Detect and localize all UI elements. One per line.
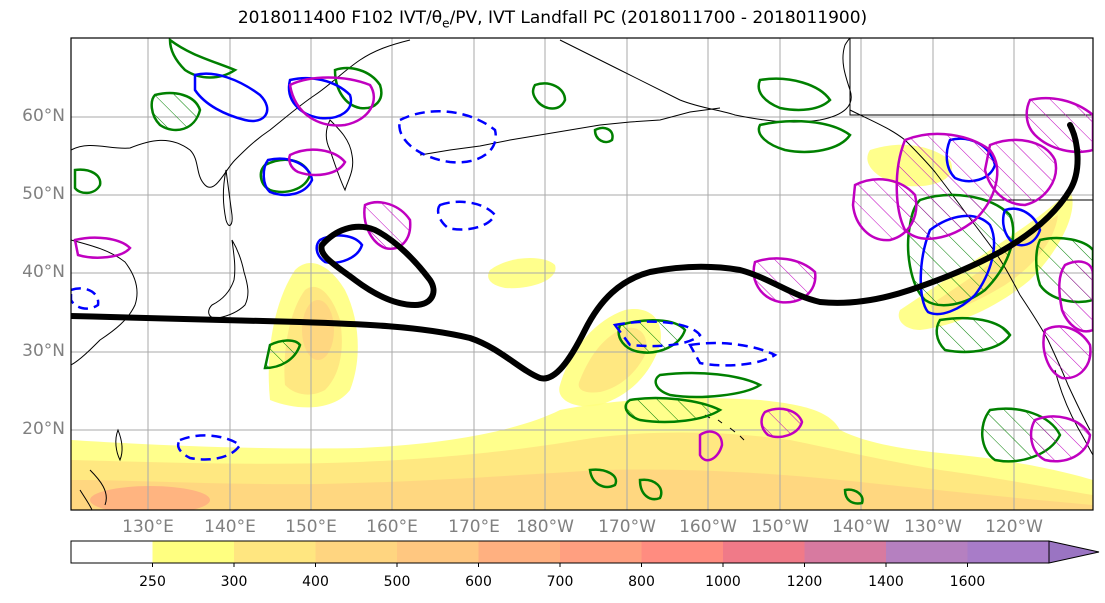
pc-contour (71, 122, 1081, 382)
lon-label: 120°W (985, 517, 1043, 537)
blue-dashed-5 (688, 341, 778, 367)
colorbar-segment (478, 541, 561, 563)
lon-label: 140°W (832, 517, 890, 537)
lat-label: 20°N (22, 419, 65, 439)
green-contour-19 (638, 478, 663, 501)
purple-contour-2 (288, 148, 347, 177)
lon-label: 160°W (679, 517, 737, 537)
blue-dashed-2 (436, 200, 497, 231)
purple-contour-4 (73, 236, 132, 259)
green-contour-5 (531, 82, 567, 110)
colorbar-segment (234, 541, 316, 563)
lon-label: 150°W (751, 517, 809, 537)
coast-taiwan (115, 428, 123, 462)
blue-contour-4 (315, 234, 364, 264)
green-contour-8 (263, 339, 302, 370)
purple-contour-5 (752, 257, 817, 304)
ivt-core-west (90, 486, 210, 510)
lon-label: 130°E (122, 517, 174, 537)
colorbar-tick-label: 800 (628, 574, 655, 590)
colorbar-segment (886, 541, 968, 563)
green-contour-11 (624, 396, 723, 424)
lon-label: 160°E (366, 517, 418, 537)
lat-label: 50°N (22, 184, 65, 204)
green-contour-20 (843, 488, 864, 505)
colorbar-tick-label: 500 (383, 574, 411, 590)
colorbar-extend-arrow (1048, 540, 1100, 564)
purple-contour-12 (1029, 415, 1092, 463)
coast-siberia (71, 39, 411, 188)
pc-contour-main (71, 122, 1081, 382)
pv-negative-contours (71, 110, 778, 461)
lon-label: 170°W (598, 517, 656, 537)
colorbar-tick-label: 1400 (868, 574, 904, 590)
purple-contour-1 (288, 76, 376, 127)
colorbar-segment (723, 541, 805, 563)
blue-contour-1 (193, 72, 269, 123)
green-contour-4 (333, 66, 383, 110)
lat-label: 60°N (22, 106, 65, 126)
colorbar-tick-label: 1200 (786, 574, 823, 590)
green-contour-6 (593, 126, 614, 144)
ivt-tropical-band-3 (71, 469, 1093, 510)
green-contour-1 (168, 38, 238, 79)
colorbar (70, 540, 1100, 567)
lon-label: 150°E (285, 517, 337, 537)
blue-dashed-6 (71, 287, 100, 310)
blue-contour-2 (287, 76, 353, 120)
green-contour-2 (150, 91, 202, 132)
coast-korea-china (71, 239, 138, 366)
coast-sakhalin (222, 169, 233, 226)
purple-contour-10 (1058, 260, 1093, 333)
purple-contour-8 (983, 138, 1058, 207)
figure-title: 2018011400 F102 IVT/θe/PV, IVT Landfall … (237, 8, 868, 31)
purple-contours (73, 76, 1093, 463)
purple-contour-13 (760, 407, 804, 439)
coast-alaska (559, 38, 852, 123)
colorbar-segment (315, 541, 398, 563)
ivt-plume-150e-core (302, 300, 334, 360)
colorbar-tick-label: 1600 (949, 574, 986, 590)
colorbar-segment (397, 541, 479, 563)
lon-label: 140°E (204, 517, 256, 537)
colorbar-tick-label: 300 (220, 574, 248, 590)
colorbar-tick-label: 400 (302, 574, 329, 590)
green-contour-16 (935, 316, 1012, 354)
coast-philippines (79, 469, 107, 510)
colorbar-tick-label: 250 (139, 574, 166, 590)
lon-label: 170°E (448, 517, 500, 537)
blue-contour-6 (1001, 207, 1042, 247)
green-contour-13 (757, 119, 852, 154)
purple-contour-7 (895, 132, 999, 240)
green-contour-10 (654, 371, 763, 399)
colorbar-tick-label: 600 (465, 574, 492, 590)
colorbar-segment (71, 541, 153, 563)
blue-contour-3 (262, 157, 314, 197)
map-frame (70, 37, 1094, 511)
colorbar-segment (967, 541, 1050, 563)
coast-aleutians (419, 107, 721, 156)
colorbar-segment (152, 541, 235, 563)
purple-contour-14 (698, 430, 724, 462)
blue-dashed-4 (612, 320, 702, 348)
pc-contour-closed (318, 223, 437, 308)
colorbar-tick-label: 700 (546, 574, 574, 590)
colorbar-tick-label: 1000 (705, 574, 741, 590)
colorbar-segment (804, 541, 887, 563)
lon-label: 180°W (516, 517, 574, 537)
colorbar-segment (560, 541, 642, 563)
lon-label: 130°W (904, 517, 962, 537)
green-contour-18 (588, 468, 618, 489)
green-contour-7 (73, 168, 102, 195)
purple-contour-11 (1042, 325, 1092, 380)
green-contour-12 (757, 77, 832, 112)
colorbar-segment (641, 541, 724, 563)
lat-label: 40°N (22, 262, 65, 282)
blue-dashed-3 (176, 434, 242, 461)
lat-label: 30°N (22, 341, 65, 361)
coast-kamchatka (325, 119, 354, 192)
